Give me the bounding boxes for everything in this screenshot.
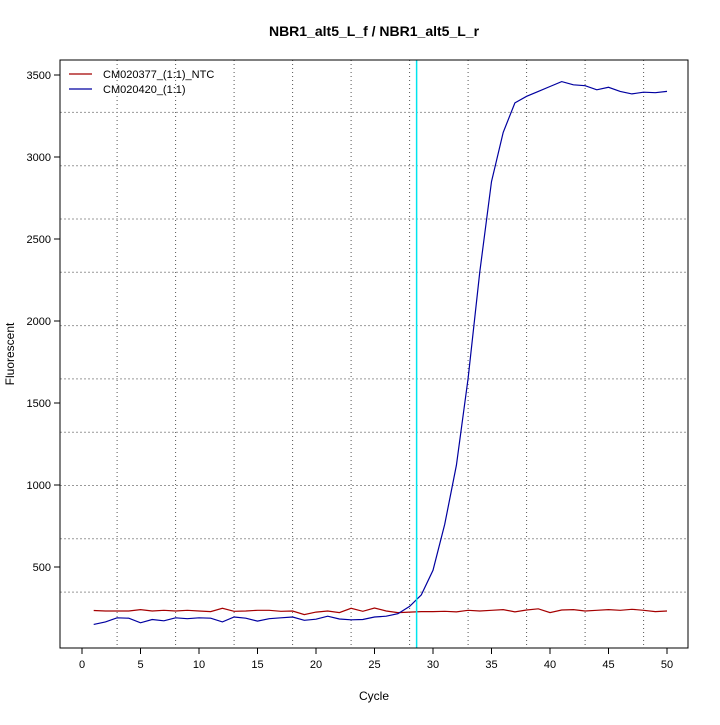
plot-frame <box>59 59 689 649</box>
grid <box>60 60 688 648</box>
y-tick-label: 2500 <box>27 234 51 246</box>
x-tick-label: 10 <box>193 659 205 671</box>
y-axis: 500 1000 1500 2000 2500 3000 3500 <box>27 70 61 574</box>
y-tick-label: 3000 <box>27 152 51 164</box>
x-tick-label: 35 <box>485 659 497 671</box>
x-tick-label: 40 <box>544 659 556 671</box>
legend-label: CM020420_(1:1) <box>103 84 186 96</box>
y-tick-label: 500 <box>33 562 51 574</box>
x-tick-label: 15 <box>251 659 263 671</box>
x-tick-label: 45 <box>602 659 614 671</box>
x-tick-label: 20 <box>310 659 322 671</box>
x-tick-label: 50 <box>661 659 673 671</box>
x-axis-label: Cycle <box>359 689 389 703</box>
series-line-1 <box>93 607 668 616</box>
series-lines <box>93 80 668 625</box>
legend: CM020377_(1:1)_NTC CM020420_(1:1) <box>69 69 214 96</box>
x-axis: 0 5 10 15 20 25 30 35 40 45 50 <box>79 647 673 671</box>
y-tick-label: 3500 <box>27 70 51 82</box>
x-tick-label: 0 <box>79 659 85 671</box>
x-tick-label: 25 <box>368 659 380 671</box>
x-tick-label: 30 <box>427 659 439 671</box>
y-tick-label: 2000 <box>27 316 51 328</box>
x-tick-label: 5 <box>137 659 143 671</box>
legend-label: CM020377_(1:1)_NTC <box>103 69 214 81</box>
y-axis-label: Fluorescent <box>3 322 17 385</box>
y-tick-label: 1000 <box>27 480 51 492</box>
y-tick-label: 1500 <box>27 398 51 410</box>
series-line-2 <box>93 80 668 625</box>
chart-title: NBR1_alt5_L_f / NBR1_alt5_L_r <box>269 23 480 39</box>
